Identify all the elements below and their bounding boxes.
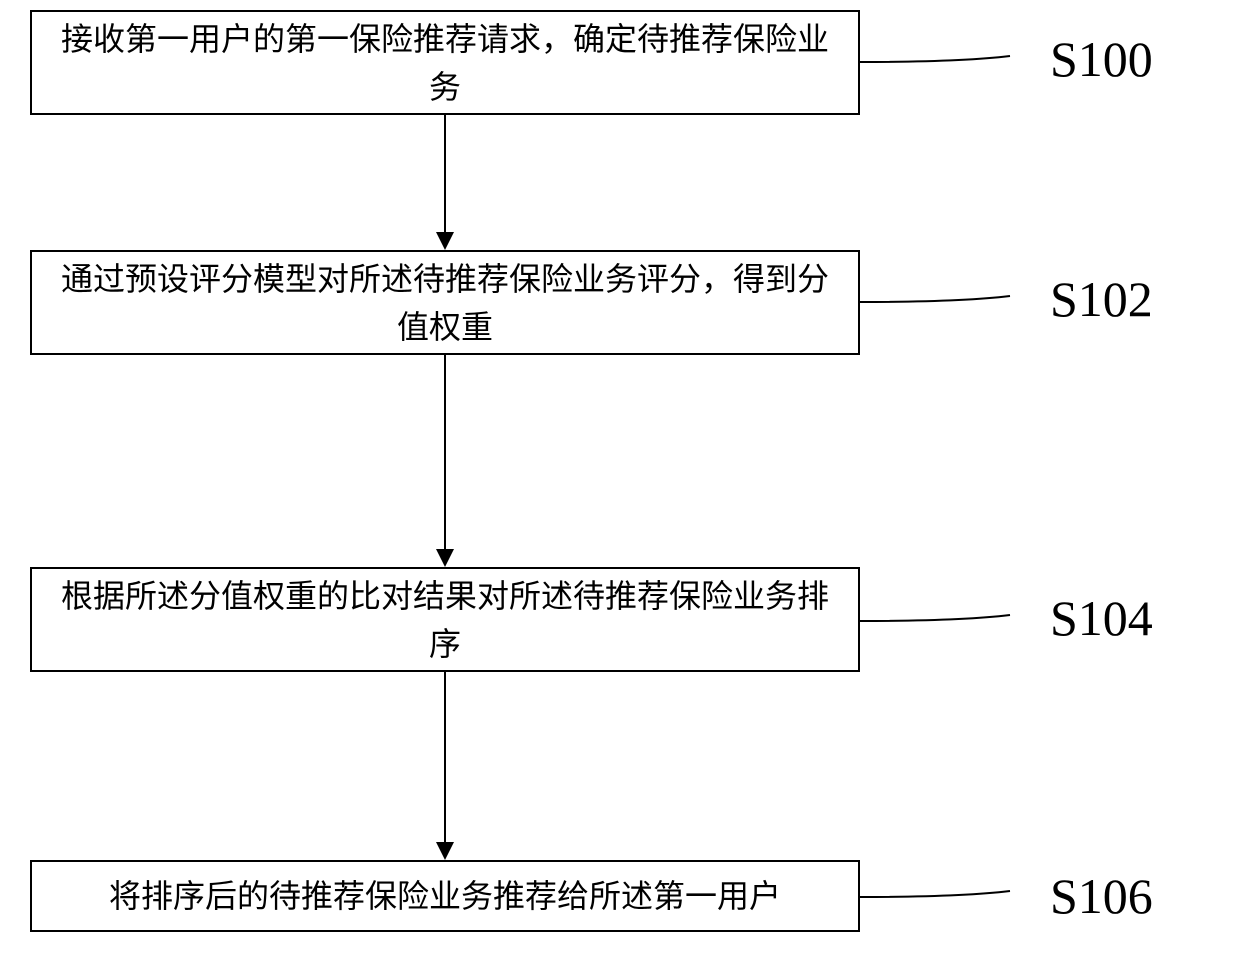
step-box-s102: 通过预设评分模型对所述待推荐保险业务评分，得到分值权重 [30, 250, 860, 355]
connector-s106 [860, 870, 1050, 905]
connector-s102 [860, 275, 1050, 310]
step-label-s104: S104 [1050, 589, 1153, 647]
step-box-s104: 根据所述分值权重的比对结果对所述待推荐保险业务排序 [30, 567, 860, 672]
arrow-2-to-3 [433, 672, 457, 860]
step-text-s104: 根据所述分值权重的比对结果对所述待推荐保险业务排序 [52, 572, 838, 668]
flowchart-container: 接收第一用户的第一保险推荐请求，确定待推荐保险业务 S100 通过预设评分模型对… [0, 0, 1240, 967]
arrow-0-to-1 [433, 115, 457, 250]
connector-s100 [860, 35, 1050, 70]
step-box-s100: 接收第一用户的第一保险推荐请求，确定待推荐保险业务 [30, 10, 860, 115]
step-label-s102: S102 [1050, 270, 1153, 328]
connector-s104 [860, 594, 1050, 629]
step-box-s106: 将排序后的待推荐保险业务推荐给所述第一用户 [30, 860, 860, 932]
step-text-s102: 通过预设评分模型对所述待推荐保险业务评分，得到分值权重 [52, 255, 838, 351]
step-text-s106: 将排序后的待推荐保险业务推荐给所述第一用户 [109, 872, 781, 920]
arrow-1-to-2 [433, 355, 457, 567]
step-label-s100: S100 [1050, 30, 1153, 88]
step-label-s106: S106 [1050, 867, 1153, 925]
step-text-s100: 接收第一用户的第一保险推荐请求，确定待推荐保险业务 [52, 15, 838, 111]
